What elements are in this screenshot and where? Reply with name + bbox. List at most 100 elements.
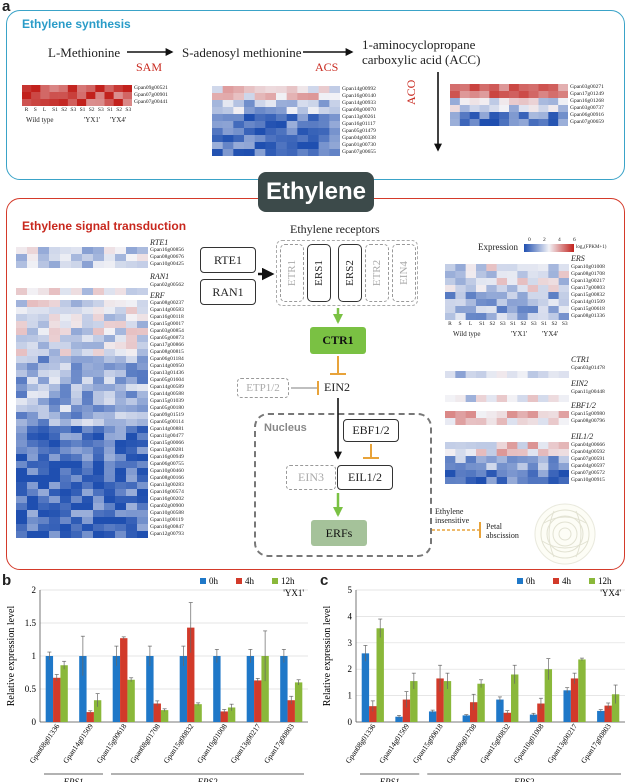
legend-label: 12h [281, 576, 295, 586]
x-tick-label: Gpan08g01708 [128, 722, 162, 765]
eil-heatmap [445, 442, 570, 489]
gene-id: Gpan09g01519 [150, 412, 184, 418]
heatmap-cell [126, 335, 138, 343]
sample-label: S3 [499, 321, 506, 327]
heatmap-cell [38, 321, 50, 329]
heatmap-cell [104, 517, 116, 525]
heatmap-cell [276, 142, 287, 150]
heatmap-cell [538, 285, 549, 293]
heatmap-cell [137, 517, 149, 525]
ran1-gene-list: Gpan02g00562 [150, 282, 184, 289]
erf-heatmap [16, 300, 149, 543]
heatmap-cell [318, 121, 330, 129]
ebf-gene-list: Gpan15g00980 Gpan08g00796 [571, 411, 605, 425]
heatmap-cell [27, 384, 39, 392]
heatmap-cell [104, 349, 116, 357]
heatmap-cell [222, 114, 234, 122]
heatmap-cell [558, 119, 569, 127]
heatmap-cell [71, 314, 83, 322]
heatmap-cell [71, 370, 83, 378]
gene-id: Gpan13g00283 [150, 482, 184, 488]
heatmap-cell [548, 271, 559, 279]
gene-id: Gpan08g01336 [571, 313, 605, 319]
heatmap-cell [517, 278, 528, 286]
heatmap-cell [60, 447, 72, 455]
heatmap-cell [27, 314, 39, 322]
heatmap-cell [104, 426, 116, 434]
heatmap-cell [95, 85, 105, 93]
heatmap-cell [486, 306, 497, 314]
heatmap-cell [329, 93, 341, 101]
legend-swatch [517, 578, 523, 584]
heatmap-cell [60, 489, 72, 497]
heatmap-cell [93, 300, 105, 308]
ebf-heatmap-title: EBF1/2 [571, 401, 596, 410]
heatmap-cell [93, 247, 105, 255]
heatmap-cell [126, 440, 138, 448]
heatmap-cell [49, 440, 61, 448]
heatmap-cell [38, 461, 50, 469]
heatmap-cell [212, 107, 223, 115]
heatmap-cell [104, 419, 116, 427]
heatmap-cell [558, 306, 570, 314]
sample-label: L [42, 107, 47, 113]
heatmap-cell [60, 254, 72, 262]
heatmap-cell [137, 384, 149, 392]
heatmap-cell [455, 285, 466, 293]
heatmap-cell [496, 449, 508, 457]
heatmap-cell [455, 411, 466, 419]
erf-heatmap-grid [16, 300, 149, 539]
bar [410, 681, 418, 722]
heatmap-cell [60, 300, 72, 308]
heatmap-cell [558, 84, 569, 92]
heatmap-cell [71, 335, 83, 343]
heatmap-cell [82, 288, 94, 296]
bar [511, 674, 519, 722]
heatmap-cell [27, 496, 39, 504]
heatmap-cell [265, 135, 277, 143]
gene-id: Gpan08g00676 [150, 254, 184, 260]
heatmap-cell [115, 377, 127, 385]
heatmap-cell [469, 112, 480, 120]
heatmap-cell [60, 454, 72, 462]
heatmap-cell [16, 321, 28, 329]
heatmap-cell [329, 107, 341, 115]
heatmap-cell [538, 278, 549, 286]
heatmap-cell [244, 93, 255, 101]
erf-gene-list: Gpan08g00237 Gpan14g00583 Gpan16g00118 Gpan… [150, 300, 184, 538]
eil-gene-list: Gpan04g00666 Gpan04g00592 Gpan07g00591 Gpan… [571, 442, 605, 484]
heatmap-cell [445, 456, 456, 464]
heatmap-cell [115, 454, 127, 462]
heatmap-cell [496, 418, 508, 426]
heatmap-cell [286, 100, 298, 108]
heatmap-cell [49, 517, 61, 525]
heatmap-cell [27, 531, 39, 539]
heatmap-cell [38, 370, 50, 378]
heatmap-cell [27, 461, 39, 469]
heatmap-cell [115, 468, 127, 476]
heatmap-cell [82, 405, 94, 413]
heatmap-cell [95, 99, 105, 107]
heatmap-cell [137, 370, 149, 378]
heatmap-cell [507, 411, 518, 419]
heatmap-cell [137, 419, 149, 427]
sam-heatmap-grid [22, 85, 133, 107]
heatmap-cell [222, 86, 234, 94]
heatmap-cell [93, 475, 105, 483]
heatmap-cell [82, 349, 94, 357]
group-yx4: 'YX4' [110, 116, 127, 124]
heatmap-cell [450, 98, 461, 106]
heatmap-cell [126, 377, 138, 385]
bar [194, 704, 202, 722]
heatmap-cell [16, 261, 28, 269]
heatmap-cell [16, 377, 28, 385]
heatmap-cell [455, 418, 466, 426]
heatmap-cell [548, 395, 559, 403]
heatmap-cell [49, 307, 61, 315]
heatmap-cell [137, 524, 149, 532]
heatmap-cell [38, 475, 50, 483]
heatmap-cell [82, 482, 94, 490]
heatmap-cell [212, 93, 223, 101]
heatmap-cell [27, 412, 39, 420]
bar [544, 669, 553, 722]
